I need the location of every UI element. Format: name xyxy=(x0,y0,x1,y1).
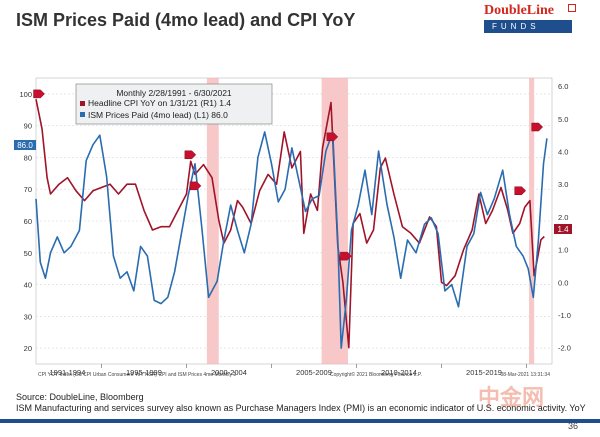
x-tick-label: 2010-2014 xyxy=(381,368,417,377)
series-line-ism xyxy=(35,131,548,349)
series-line-cpi xyxy=(35,99,545,349)
event-marker xyxy=(340,251,352,261)
legend-item-ism: ISM Prices Paid (4mo lead) (L1) 86.0 xyxy=(88,110,228,120)
y-right-tick-label: 5.0 xyxy=(558,115,568,124)
y-left-tick-label: 40 xyxy=(24,281,32,290)
page-title: ISM Prices Paid (4mo lead) and CPI YoY xyxy=(16,10,356,30)
x-tick-label: 2015-2019 xyxy=(466,368,502,377)
y-left-tick-label: 50 xyxy=(24,249,32,258)
current-value-tag-right-text: 1.4 xyxy=(557,225,569,234)
page-number: 36 xyxy=(567,421,578,431)
legend-item-cpi: Headline CPI YoY on 1/31/21 (R1) 1.4 xyxy=(88,98,231,108)
legend-box xyxy=(75,83,273,125)
y-left-tick-label: 30 xyxy=(24,312,32,321)
footnote-left: CPI YOY Index (US CPI Urban Consumers Yo… xyxy=(38,372,236,378)
chart-timestamp: 08-Mar-2021 13:31:34 xyxy=(501,372,551,378)
event-marker xyxy=(531,122,544,132)
definition-note: ISM Manufacturing and services survey al… xyxy=(16,403,586,413)
current-value-tag-left: 86.0 xyxy=(14,140,36,150)
footnote-right: Copyright© 2021 Bloomberg Finance L.P. xyxy=(330,371,422,378)
y-right-tick-label: 1.0 xyxy=(558,246,568,255)
x-tick-label: 1991-1994 xyxy=(50,368,86,377)
legend-swatch-ism xyxy=(80,112,85,117)
bottom-bar xyxy=(0,419,600,423)
event-marker xyxy=(33,89,45,99)
current-value-tag-left-text: 86.0 xyxy=(17,141,33,150)
current-value-tag-right-box xyxy=(554,224,572,234)
x-tick-label: 2000-2004 xyxy=(211,368,247,377)
y-right-tick-label: 6.0 xyxy=(558,82,568,91)
y-right-tick-label: 3.0 xyxy=(558,180,568,189)
legend-swatch-cpi xyxy=(80,101,85,106)
logo-subtitle: FUNDS xyxy=(484,20,572,33)
y-right-tick-label: 2.0 xyxy=(558,213,568,222)
logo-wordmark: DoubleLine xyxy=(484,3,555,18)
doubleline-logo: DoubleLine FUNDS xyxy=(484,2,576,38)
y-right-tick-label: -2.0 xyxy=(558,344,571,353)
legend-header: Monthly 2/28/1991 - 6/30/2021 xyxy=(116,88,232,98)
event-marker xyxy=(326,132,339,142)
event-marker xyxy=(189,181,202,191)
y-left-tick-label: 60 xyxy=(24,217,32,226)
watermark: 中金网 xyxy=(478,385,545,410)
y-left-tick-label: 20 xyxy=(24,344,32,353)
logo-corner-mark xyxy=(568,4,576,12)
y-right-tick-label: -1.0 xyxy=(558,311,571,320)
event-marker xyxy=(514,186,527,196)
y-left-tick-label: 80 xyxy=(24,153,32,162)
y-right-tick-label: 4.0 xyxy=(558,148,568,157)
current-value-tag-left-box xyxy=(14,140,36,150)
y-right-tick-label: 0.0 xyxy=(558,278,568,287)
x-tick-label: 2005-2009 xyxy=(296,368,332,377)
y-left-tick-label: 70 xyxy=(24,185,32,194)
y-left-tick-label: 100 xyxy=(19,90,32,99)
source-text: Source: DoubleLine, Bloomberg xyxy=(16,392,144,402)
x-tick-label: 1995-1999 xyxy=(126,368,162,377)
y-left-tick-label: 90 xyxy=(24,122,32,131)
current-value-tag-right: 1.4 xyxy=(554,224,572,234)
legend: Monthly 2/28/1991 - 6/30/2021 Headline C… xyxy=(75,83,273,125)
event-marker xyxy=(184,150,197,160)
